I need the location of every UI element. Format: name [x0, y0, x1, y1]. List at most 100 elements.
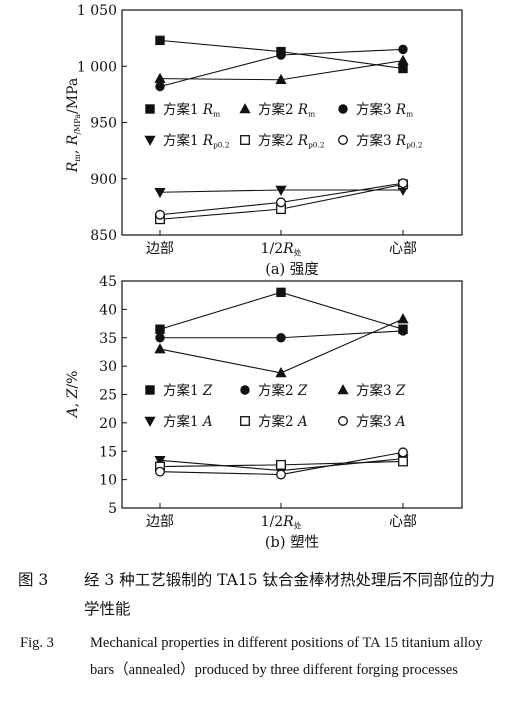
legend-label-part: R	[395, 102, 406, 118]
caption-english: Fig. 3 Mechanical properties in differen…	[0, 630, 515, 684]
data-point	[275, 185, 287, 196]
plot-frame	[121, 9, 463, 236]
y-axis-label: Rm, R/MPa/MPa	[65, 78, 82, 173]
data-point	[397, 313, 409, 324]
legend-label: 方案3 Rm	[356, 101, 413, 119]
data-point	[276, 469, 286, 480]
series-line	[159, 318, 404, 374]
x-tick-label-part: 1/2	[261, 514, 284, 530]
legend-label-part: 方案3	[356, 132, 396, 149]
x-tick-label-part: 心部	[389, 514, 417, 530]
x-tick-label: 1/2R处	[261, 241, 302, 258]
caption-chinese: 图 3 经 3 种工艺锻制的 TA15 钛合金棒材热处理后不同部位的力学性能	[0, 566, 515, 624]
y-tick-label: 900	[90, 172, 117, 188]
legend-label-part: Z	[297, 383, 308, 399]
legend-label-part: Z	[395, 383, 406, 399]
x-tick-label-part: 边部	[146, 241, 174, 257]
x-tick-label-part: 1/2	[261, 241, 284, 257]
data-point	[276, 197, 286, 208]
data-point	[398, 178, 408, 189]
y-axis-label-group: A, Z/%	[65, 371, 81, 420]
legend-label-part: 方案3	[356, 101, 396, 118]
y-tick-label: 10	[99, 473, 117, 489]
y-tick-label: 45	[99, 274, 117, 290]
data-point	[397, 54, 409, 65]
legend-label-part: R	[297, 133, 308, 149]
y-axis-label-group: Rm, R/MPa/MPa	[65, 78, 82, 173]
data-point	[398, 326, 408, 336]
x-tick-label-part: R	[282, 514, 294, 530]
legend-label-part: 方案1	[163, 101, 203, 118]
y-tick-label: 30	[99, 359, 117, 375]
legend-label-part: m	[406, 110, 413, 119]
legend-label-part: 方案3	[356, 413, 396, 430]
legend-label: 方案3 Rp0.2	[356, 132, 423, 150]
y-tick-label: 35	[99, 331, 117, 347]
x-tick-label: 边部	[146, 241, 174, 257]
legend-marker	[338, 135, 348, 145]
data-point	[155, 81, 165, 92]
x-tick-label-part: R	[282, 241, 294, 257]
data-point	[276, 333, 286, 343]
legend-label: 方案1 Rp0.2	[163, 132, 230, 150]
legend-marker	[338, 104, 348, 114]
y-axis-label-part: A	[65, 407, 81, 419]
y-axis-label-part: /MPa	[65, 78, 81, 114]
legend-label: 方案1 Rm	[163, 101, 220, 119]
legend-label-part: 方案2	[258, 132, 298, 149]
legend-label-part: R	[202, 102, 213, 118]
y-axis-label: A, Z/%	[65, 371, 81, 420]
legend-label: 方案1 Z	[163, 382, 213, 399]
y-axis-label-part: R	[65, 134, 81, 146]
legend-label-part: 方案1	[163, 132, 203, 149]
legend-marker	[239, 103, 251, 114]
legend-marker	[337, 384, 349, 395]
caption-en-label: Fig. 3	[20, 635, 54, 651]
y-tick-label: 25	[99, 388, 117, 404]
data-point	[154, 72, 166, 83]
legend-marker	[338, 416, 348, 426]
legend-label-part: 方案2	[258, 382, 298, 399]
data-point	[155, 333, 165, 343]
y-axis-label-part: R	[65, 161, 81, 173]
legend-label-part: R	[297, 102, 308, 118]
legend-label-part: A	[201, 414, 213, 430]
data-point	[154, 187, 166, 199]
legend-marker	[240, 385, 250, 395]
y-axis-label-part: /%	[65, 371, 81, 389]
legend-label: 方案2 Z	[258, 382, 308, 399]
data-point	[398, 447, 408, 458]
y-tick-label: 20	[99, 416, 117, 432]
legend-label: 方案2 Rm	[258, 101, 315, 119]
y-tick-label: 40	[99, 302, 117, 318]
data-point	[275, 73, 287, 85]
legend-marker	[145, 104, 155, 114]
data-point	[155, 324, 165, 334]
legend-label-part: m	[308, 110, 315, 119]
y-axis-label-part: ,	[65, 145, 81, 154]
legend-label-part: A	[296, 414, 308, 430]
caption-cn-text: 经 3 种工艺锻制的 TA15 钛合金棒材热处理后不同部位的力学性能	[84, 571, 495, 618]
chart-title: (b) 塑性	[265, 534, 319, 551]
y-tick-label: 850	[90, 228, 117, 244]
x-tick-label: 心部	[389, 241, 417, 257]
data-point	[155, 209, 165, 220]
x-tick-label: 1/2R处	[261, 514, 302, 531]
y-axis-label-part: m	[73, 154, 82, 162]
legend-label: 方案3 A	[356, 413, 406, 430]
data-point	[275, 366, 287, 378]
y-tick-label: 1 000	[77, 59, 117, 75]
series-line	[159, 291, 404, 330]
y-tick-label: 950	[90, 116, 117, 132]
data-point	[276, 50, 286, 60]
y-tick-label: 15	[99, 444, 117, 460]
y-tick-label: 5	[108, 501, 117, 517]
data-point	[276, 287, 286, 298]
legend-label: 方案2 Rp0.2	[258, 132, 325, 150]
legend-label-part: p0.2	[406, 141, 423, 150]
data-point	[154, 456, 166, 467]
legend-marker	[144, 135, 156, 146]
data-point	[398, 456, 408, 467]
